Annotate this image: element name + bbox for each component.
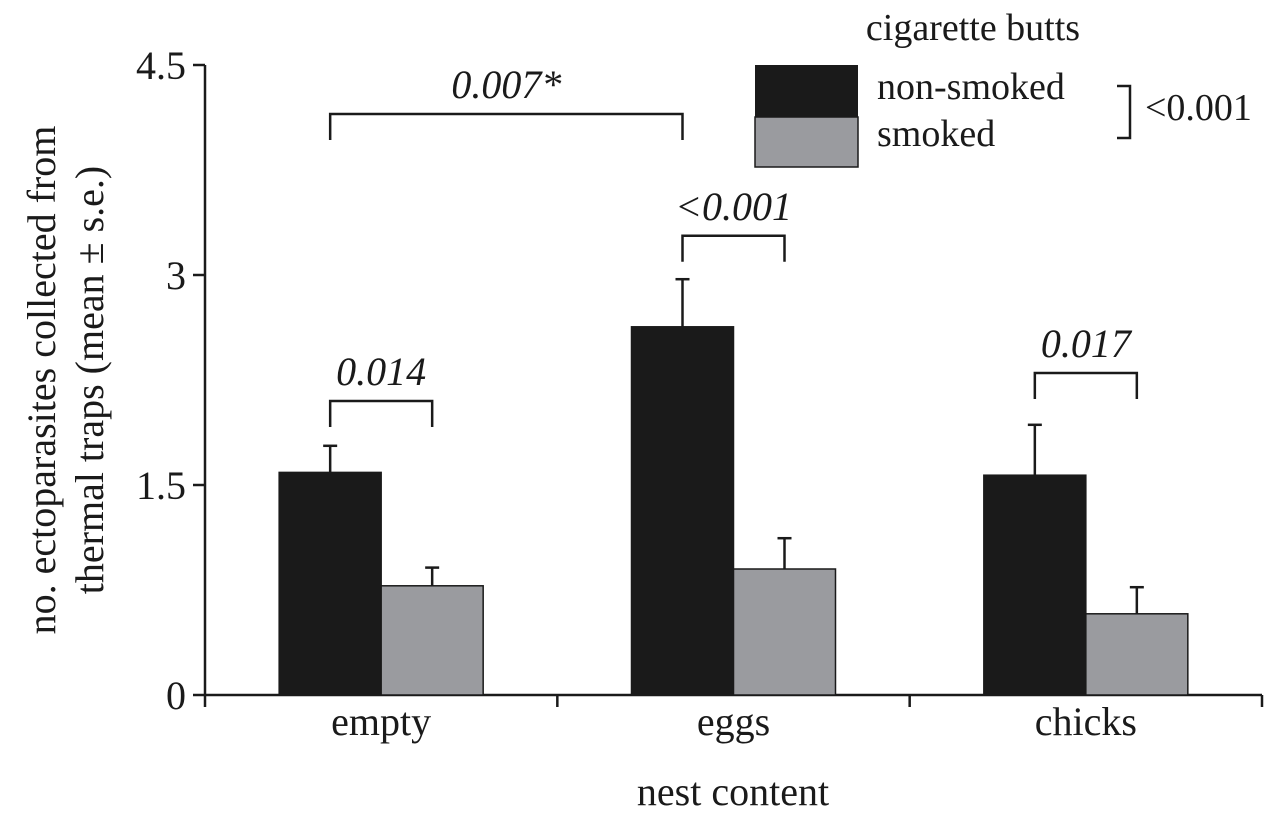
y-tick-label: 1.5: [136, 463, 186, 508]
legend-p-value: <0.001: [1145, 87, 1252, 129]
y-tick-label: 0: [166, 673, 186, 718]
y-tick-label: 3: [166, 253, 186, 298]
significance-bracket: [328, 399, 434, 427]
legend: cigarette butts non-smoked smoked <0.001: [754, 7, 1252, 168]
bar-smoked: [1085, 613, 1189, 696]
p-value-label: 0.007*: [451, 62, 561, 107]
significance-annotations: 0.014 <0.001 0.017 0.007*: [328, 62, 1139, 427]
legend-label-non-smoked: non-smoked: [877, 66, 1065, 108]
significance-bracket: [1033, 371, 1139, 399]
legend-title: cigarette butts: [866, 7, 1080, 49]
significance-bracket: [681, 234, 786, 262]
p-value-label: 0.017: [1041, 321, 1133, 366]
p-value-label: 0.014: [336, 349, 426, 394]
y-axis-ticks: 0 1.5 3 4.5: [136, 43, 205, 718]
bar-non-smoked: [278, 471, 382, 696]
y-tick-label: 4.5: [136, 43, 186, 88]
legend-bracket: [1117, 84, 1132, 140]
legend-swatch-smoked: [754, 116, 859, 168]
x-tick-label: eggs: [697, 699, 770, 744]
x-axis-title: nest content: [637, 769, 829, 814]
x-axis-ticks: empty eggs chicks: [203, 695, 1264, 744]
y-axis-title-line-1: no. ectoparasites collected from: [19, 126, 64, 635]
x-tick-label: chicks: [1035, 699, 1137, 744]
bar-smoked: [380, 585, 484, 696]
bars: [278, 277, 1189, 696]
legend-label-smoked: smoked: [877, 113, 995, 155]
bar-smoked: [732, 568, 837, 696]
legend-swatch-non-smoked: [755, 65, 858, 117]
p-value-label: <0.001: [675, 184, 792, 229]
y-axis-title-line-2: thermal traps (mean ± s.e.): [67, 166, 112, 594]
bar-non-smoked: [630, 326, 735, 696]
bar-non-smoked: [983, 474, 1087, 696]
significance-bracket: [328, 112, 684, 140]
x-tick-label: empty: [331, 699, 431, 744]
